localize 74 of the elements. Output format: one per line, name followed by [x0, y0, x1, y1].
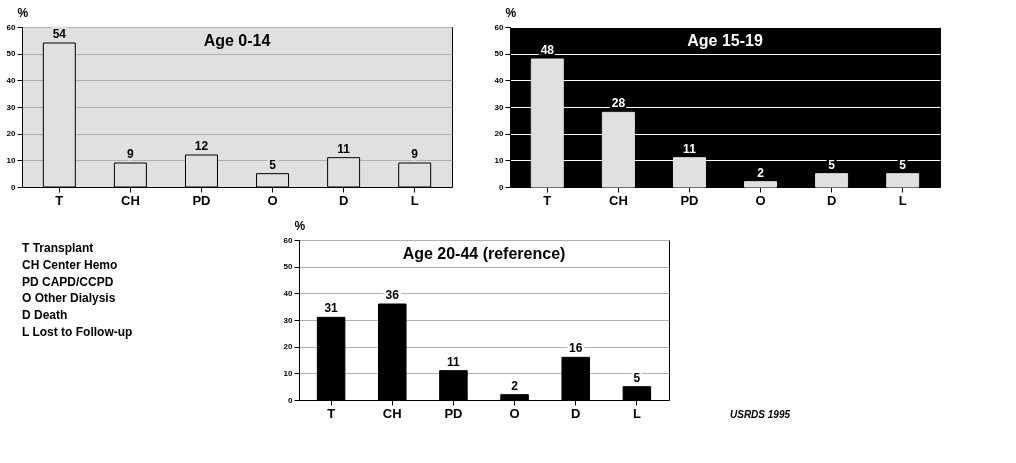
y-axis-title: % [17, 5, 29, 20]
y-axis-title: % [294, 218, 306, 233]
data-label: 11 [683, 141, 697, 156]
y-tick-label: 20 [283, 342, 294, 352]
x-tick-label: PD [192, 192, 211, 208]
data-label: 28 [611, 96, 626, 111]
x-tick-label: CH [382, 405, 402, 421]
y-tick-label: 20 [6, 129, 17, 139]
x-tick-label: D [571, 405, 581, 421]
x-tick-label: O [509, 405, 520, 421]
y-tick-label: 10 [494, 155, 505, 165]
bar [672, 157, 706, 188]
y-tick-label: 30 [494, 102, 505, 112]
x-tick-label: O [755, 192, 766, 208]
x-tick-label: T [55, 192, 64, 208]
y-tick-label: 60 [494, 22, 505, 32]
x-tick-label: CH [121, 192, 140, 208]
x-tick-label: T [327, 405, 336, 421]
y-tick-label: 50 [494, 49, 505, 59]
y-tick-label: 0 [499, 182, 505, 192]
data-label: 54 [52, 27, 67, 41]
text: USRDS 1995 [729, 409, 791, 420]
data-label: 12 [194, 139, 209, 153]
x-tick-label: O [267, 192, 278, 208]
x-tick-label: CH [609, 192, 628, 208]
data-label: 31 [324, 301, 339, 316]
text: D Death [22, 308, 68, 322]
y-tick-label: 40 [6, 75, 17, 85]
chart-title: Age 15-19 [687, 32, 763, 49]
x-tick-label: L [632, 405, 641, 421]
data-label: 9 [411, 147, 419, 161]
chart-title: Age 20-44 (reference) [402, 245, 566, 262]
y-tick-label: 0 [11, 182, 17, 192]
data-label: 5 [633, 370, 641, 385]
data-label: 2 [757, 165, 765, 180]
y-tick-label: 40 [283, 288, 294, 298]
text: PD CAPD/CCPD [22, 274, 114, 289]
bar [815, 173, 849, 188]
text: T Transplant [22, 241, 94, 256]
bar [530, 58, 564, 188]
data-label: 16 [569, 341, 583, 356]
y-tick-label: 10 [283, 368, 294, 378]
x-tick-label: T [543, 192, 552, 208]
y-tick-label: 50 [283, 262, 294, 272]
data-label: 5 [269, 157, 277, 172]
y-tick-label: 0 [288, 395, 294, 405]
y-tick-label: 60 [6, 22, 17, 32]
data-label: 2 [511, 378, 519, 393]
bar [886, 173, 920, 188]
y-tick-label: 20 [494, 129, 505, 139]
x-tick-label: D [338, 192, 349, 208]
x-tick-label: L [898, 192, 907, 208]
x-tick-label: PD [444, 405, 463, 421]
text: L Lost to Follow-up [22, 324, 133, 339]
y-tick-label: 60 [283, 235, 294, 245]
chart-title: Age 0-14 [203, 32, 271, 49]
data-label: 48 [540, 43, 555, 57]
data-label: 9 [127, 147, 135, 161]
bar [601, 111, 635, 188]
text: CH Center Hemo [22, 258, 118, 272]
text: O Other Dialysis [22, 291, 116, 306]
y-axis-title: % [505, 5, 517, 20]
x-tick-label: PD [680, 192, 699, 208]
y-tick-label: 50 [6, 49, 17, 59]
x-tick-label: L [410, 192, 419, 208]
bar [744, 181, 778, 188]
y-tick-label: 10 [6, 155, 17, 165]
data-label: 11 [447, 354, 461, 369]
x-tick-label: D [826, 192, 837, 208]
y-tick-label: 30 [6, 102, 17, 112]
y-tick-label: 40 [494, 75, 505, 85]
y-tick-label: 30 [283, 315, 294, 325]
data-label: 36 [385, 288, 400, 302]
data-label: 11 [337, 141, 351, 156]
